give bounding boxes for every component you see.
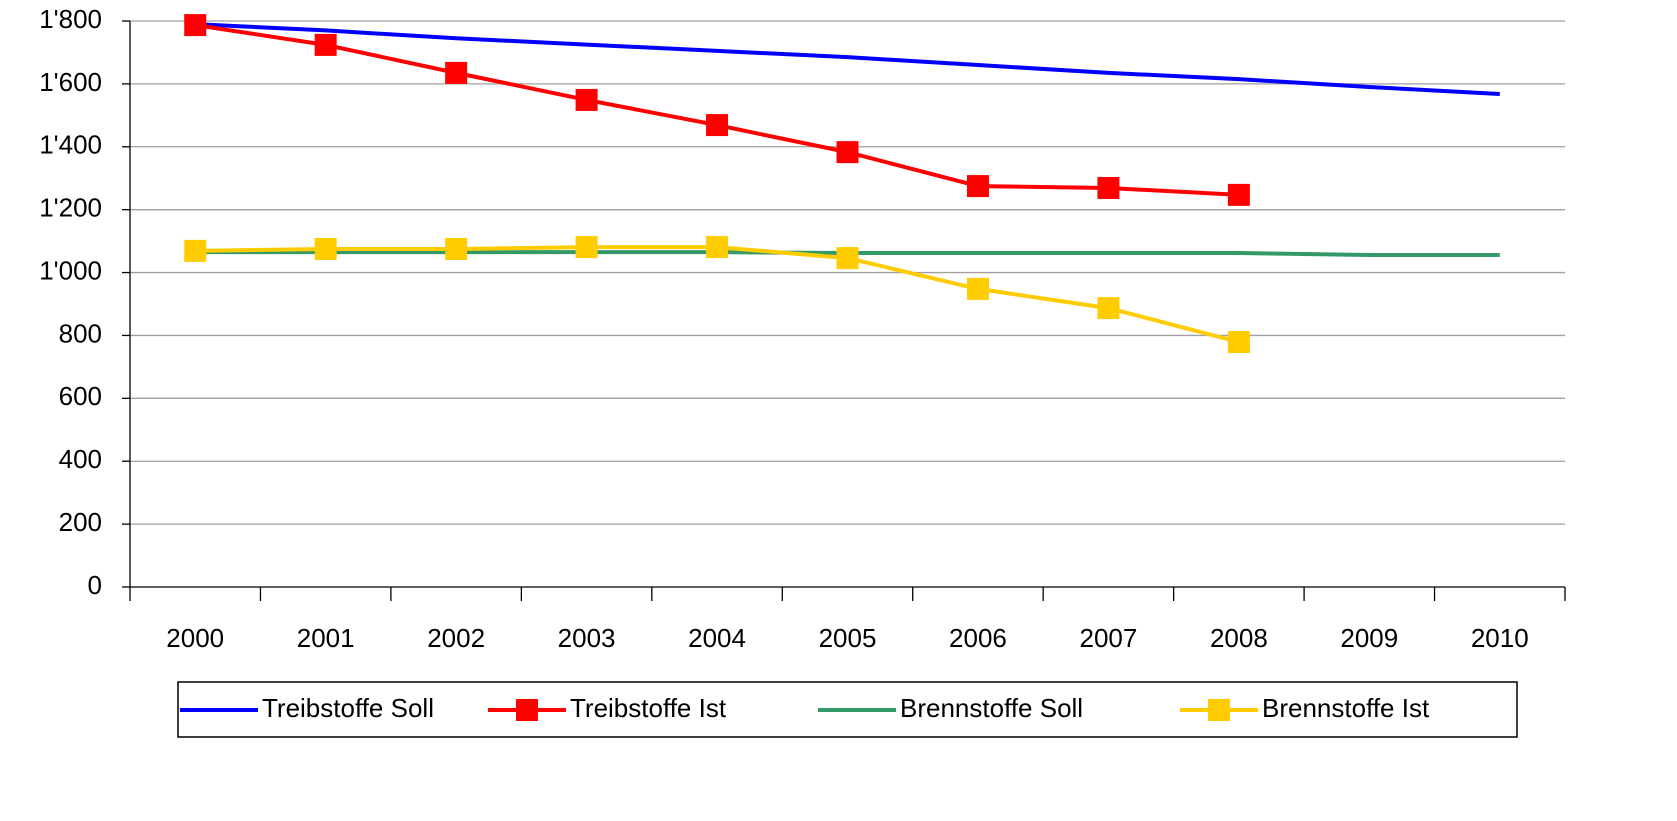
- series-line: [195, 245, 1240, 344]
- x-tick-label: 2001: [297, 623, 355, 653]
- marker: [706, 114, 729, 137]
- y-tick-label: 1'400: [39, 130, 102, 160]
- x-tick-label: 2009: [1340, 623, 1398, 653]
- marker: [1227, 331, 1250, 354]
- legend-label: Brennstoffe Ist: [1262, 693, 1430, 723]
- y-tick-label: 400: [59, 444, 102, 474]
- series-line: [195, 22, 1500, 96]
- y-tick-label: 0: [88, 570, 102, 600]
- legend-label: Treibstoffe Soll: [262, 693, 434, 723]
- legend-marker: [516, 699, 538, 721]
- x-tick-label: 2003: [558, 623, 616, 653]
- marker: [966, 175, 989, 198]
- x-tick-label: 2002: [427, 623, 485, 653]
- x-tick-label: 2005: [819, 623, 877, 653]
- y-tick-label: 600: [59, 381, 102, 411]
- marker: [184, 239, 207, 262]
- legend-label: Brennstoffe Soll: [900, 693, 1083, 723]
- marker: [1097, 297, 1120, 320]
- marker: [1097, 176, 1120, 199]
- marker: [1227, 183, 1250, 206]
- x-tick-label: 2010: [1471, 623, 1529, 653]
- x-tick-label: 2000: [166, 623, 224, 653]
- marker: [314, 237, 337, 260]
- y-tick-label: 200: [59, 507, 102, 537]
- legend-marker: [1208, 699, 1230, 721]
- marker: [314, 33, 337, 56]
- y-tick-label: 1'200: [39, 193, 102, 223]
- marker: [445, 237, 468, 260]
- marker: [836, 141, 859, 164]
- marker: [706, 236, 729, 259]
- marker: [184, 14, 207, 37]
- marker: [836, 247, 859, 270]
- y-tick-label: 1'600: [39, 67, 102, 97]
- y-tick-label: 1'000: [39, 255, 102, 285]
- y-tick-label: 800: [59, 318, 102, 348]
- x-tick-label: 2008: [1210, 623, 1268, 653]
- marker: [575, 236, 598, 259]
- marker: [575, 88, 598, 111]
- legend-label: Treibstoffe Ist: [570, 693, 727, 723]
- x-tick-label: 2007: [1079, 623, 1137, 653]
- y-tick-label: 1'800: [39, 4, 102, 34]
- marker: [966, 277, 989, 300]
- x-tick-label: 2006: [949, 623, 1007, 653]
- marker: [445, 61, 468, 84]
- x-tick-label: 2004: [688, 623, 746, 653]
